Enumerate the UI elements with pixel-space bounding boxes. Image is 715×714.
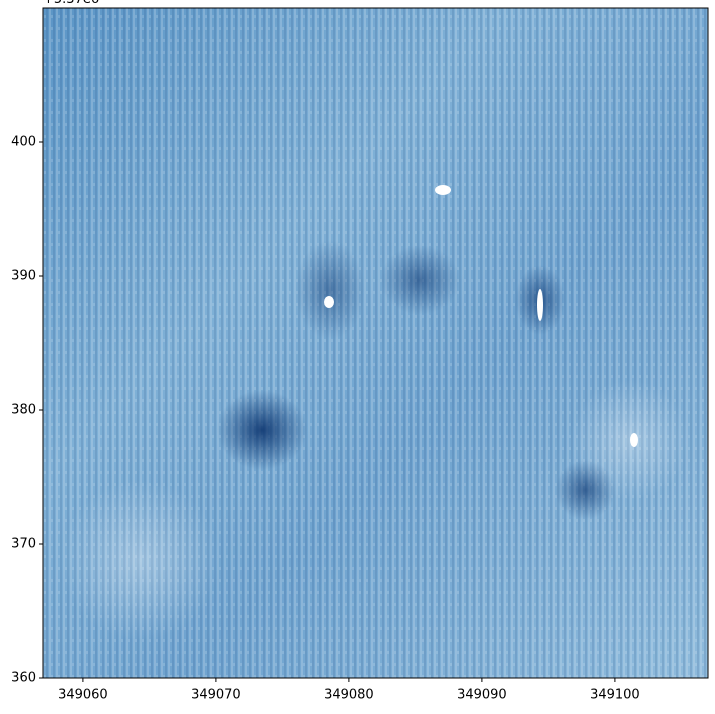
x-tick-label: 349100 xyxy=(590,688,640,703)
y-tick-label: 360 xyxy=(11,671,36,686)
heatmap-image xyxy=(43,8,708,678)
y-tick-label: 370 xyxy=(11,537,36,552)
offset-label: +5.37e6 xyxy=(43,0,99,7)
x-tick-label: 349080 xyxy=(324,688,374,703)
y-tick-label: 400 xyxy=(11,135,36,150)
x-tick-label: 349090 xyxy=(457,688,507,703)
plot-frame xyxy=(42,7,709,679)
y-tick-label: 390 xyxy=(11,269,36,284)
x-tick-label: 349060 xyxy=(58,688,108,703)
y-tick-label: 380 xyxy=(11,403,36,418)
x-tick-label: 349070 xyxy=(191,688,241,703)
